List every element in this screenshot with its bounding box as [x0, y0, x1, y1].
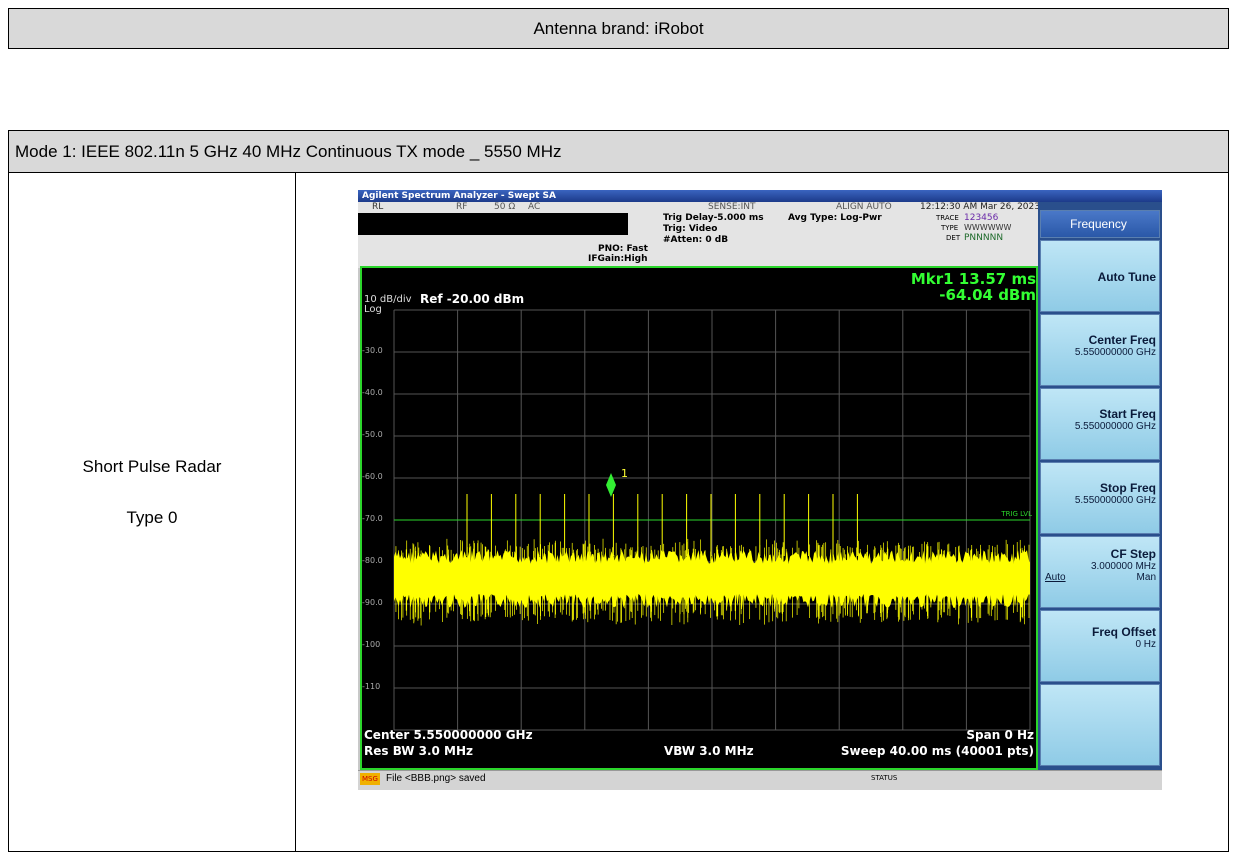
status-sense: SENSE:INT: [708, 202, 755, 212]
menu-title: Frequency: [1040, 210, 1160, 238]
footer-span: Span 0 Hz: [966, 728, 1034, 742]
softkey-value: 3.000000 MHz: [1041, 561, 1156, 572]
header-title: Antenna brand: iRobot: [9, 9, 1228, 49]
ref: Ref -20.00 dBm: [420, 292, 524, 306]
status-text: File <BBB.png> saved: [386, 773, 486, 784]
softkey-label: Center Freq: [1041, 333, 1156, 347]
status-label: STATUS: [871, 774, 897, 782]
status-align: ALIGN AUTO: [836, 202, 892, 212]
softkey-empty: [1040, 684, 1160, 766]
softkey[interactable]: Auto Tune: [1040, 240, 1160, 312]
marker-level: -64.04 dBm: [939, 286, 1036, 304]
trace-val: 123456: [964, 213, 998, 223]
pno: PNO: Fast: [598, 244, 648, 254]
softkey-value: 5.550000000 GHz: [1041, 421, 1156, 432]
footer-rbw: Res BW 3.0 MHz: [364, 744, 473, 758]
atten: #Atten: 0 dB: [663, 235, 728, 245]
softkey-value: 5.550000000 GHz: [1041, 347, 1156, 358]
softkey-label: Freq Offset: [1041, 625, 1156, 639]
mode-row: Mode 1: IEEE 802.11n 5 GHz 40 MHz Contin…: [8, 130, 1229, 173]
trace: TRACE: [936, 214, 959, 222]
plot: [360, 266, 1038, 770]
det-val: PNNNNN: [964, 233, 1003, 243]
softkey-value: 0 Hz: [1041, 639, 1156, 650]
trig: Trig: Video: [663, 224, 717, 234]
y-label: -50.0: [362, 430, 383, 439]
trig-delay: Trig Delay-5.000 ms: [663, 213, 764, 223]
test-type: Type 0: [9, 508, 295, 528]
marker-label: 1: [621, 467, 628, 480]
footer-vbw: VBW 3.0 MHz: [664, 744, 754, 758]
msg: MSG: [360, 773, 380, 785]
y-label: -80.0: [362, 556, 383, 565]
mode-title: Mode 1: IEEE 802.11n 5 GHz 40 MHz Contin…: [9, 131, 1228, 173]
y-label: -70.0: [362, 514, 383, 523]
test-cell: Short Pulse Radar Type 0: [8, 172, 296, 852]
y-label: -90.0: [362, 598, 383, 607]
softkey-value: 5.550000000 GHz: [1041, 495, 1156, 506]
softkey-label: Stop Freq: [1041, 481, 1156, 495]
status-rf: RF: [456, 202, 467, 212]
y-label: -40.0: [362, 388, 383, 397]
header-box: Antenna brand: iRobot: [8, 8, 1229, 49]
ifgain: IFGain:High: [588, 254, 648, 264]
y-label: -110: [362, 682, 380, 691]
analyzer-title: Agilent Spectrum Analyzer - Swept SA: [358, 190, 1162, 202]
y-label: -100: [362, 640, 380, 649]
softkey-man: Man: [1137, 572, 1156, 583]
det: DET: [946, 234, 960, 242]
status-rl: RL: [372, 202, 383, 212]
y-label: -60.0: [362, 472, 383, 481]
plot-frame: [361, 267, 1037, 769]
type-val: WWWWWW: [964, 223, 1011, 232]
status-ohm: 50 Ω: [494, 202, 515, 212]
analyzer-screenshot: Agilent Spectrum Analyzer - Swept SA RL …: [358, 190, 1162, 790]
page: Antenna brand: iRobot Mode 1: IEEE 802.1…: [0, 0, 1235, 829]
softkey-label: Start Freq: [1041, 407, 1156, 421]
status-time: 12:12:30 AM Mar 26, 2023: [920, 202, 1040, 212]
footer-sweep: Sweep 40.00 ms (40001 pts): [841, 744, 1034, 758]
softkey-label: CF Step: [1041, 547, 1156, 561]
test-name: Short Pulse Radar: [9, 457, 295, 477]
footer-center: Center 5.550000000 GHz: [364, 728, 533, 742]
type: TYPE: [941, 224, 958, 232]
trig-label: TRIG LVL: [1001, 510, 1032, 518]
status-ac: AC: [528, 202, 540, 212]
softkey-auto: Auto: [1045, 572, 1066, 583]
log: Log: [364, 304, 382, 315]
y-label: -30.0: [362, 346, 383, 355]
status-black: [358, 213, 628, 235]
avg-type: Avg Type: Log-Pwr: [788, 213, 882, 223]
